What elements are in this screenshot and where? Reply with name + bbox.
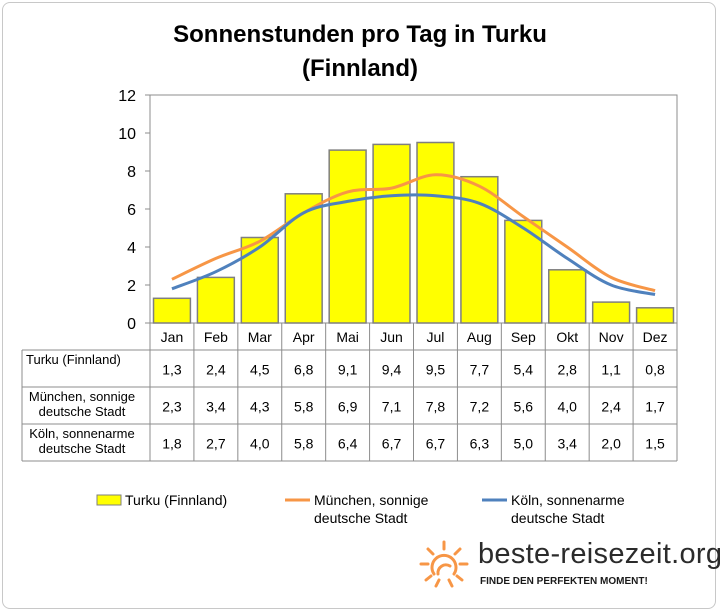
data-label: 7,7 xyxy=(470,362,490,378)
x-tick-label: Sep xyxy=(511,329,536,345)
data-label: 6,7 xyxy=(382,436,402,452)
sun-icon xyxy=(419,540,469,588)
data-label: 3,4 xyxy=(557,436,577,452)
table-row-header: deutsche Stadt xyxy=(39,404,126,419)
x-tick-label: Aug xyxy=(467,329,492,345)
data-label: 4,0 xyxy=(250,436,270,452)
x-tick-label: Jan xyxy=(161,329,184,345)
data-label: 7,8 xyxy=(426,399,446,415)
data-label: 1,3 xyxy=(162,362,182,378)
legend-swatch-turku xyxy=(96,494,122,506)
data-label: 9,1 xyxy=(338,362,358,378)
chart-title: Sonnenstunden pro Tag in Turku (Finnland… xyxy=(0,18,720,86)
data-label: 3,4 xyxy=(206,399,226,415)
data-label: 9,5 xyxy=(426,362,446,378)
x-tick-label: Jun xyxy=(380,329,403,345)
x-tick-label: Nov xyxy=(599,329,624,345)
chart-title-line-1: Sonnenstunden pro Tag in Turku xyxy=(173,21,547,48)
legend-label-koeln: deutsche Stadt xyxy=(511,510,605,526)
data-label: 6,7 xyxy=(426,436,446,452)
data-label: 4,5 xyxy=(250,362,270,378)
line-koeln xyxy=(171,193,656,296)
data-label: 1,1 xyxy=(601,362,621,378)
legend-label-turku: Turku (Finnland) xyxy=(125,492,227,508)
x-tick-label: Okt xyxy=(556,329,578,345)
bar-turku xyxy=(548,269,587,324)
y-tick-label: 8 xyxy=(127,164,136,181)
bar-turku xyxy=(372,143,411,324)
data-label: 5,8 xyxy=(294,399,314,415)
bar-turku xyxy=(240,236,279,324)
bar-turku xyxy=(196,276,236,324)
y-tick-label: 12 xyxy=(118,88,136,105)
bar-turku xyxy=(591,301,631,324)
legend-label-koeln: Köln, sonnenarme xyxy=(511,492,625,508)
data-label: 2,4 xyxy=(601,399,621,415)
site-name: beste-reisezeit.org xyxy=(478,538,720,570)
bar-turku xyxy=(635,307,675,324)
legend-label-muenchen: München, sonnige xyxy=(314,492,429,508)
x-tick-label: Mai xyxy=(336,329,359,345)
bar-turku xyxy=(284,193,323,324)
x-tick-label: Feb xyxy=(204,329,228,345)
x-tick-label: Mar xyxy=(248,329,272,345)
data-label: 2,7 xyxy=(206,436,226,452)
chart-title-line-2: (Finnland) xyxy=(302,55,418,82)
plot-area xyxy=(149,94,678,324)
data-label: 7,1 xyxy=(382,399,402,415)
data-label: 9,4 xyxy=(382,362,402,378)
site-tagline: FINDE DEN PERFEKTEN MOMENT! xyxy=(480,576,648,587)
y-tick-label: 4 xyxy=(127,240,136,257)
data-label: 1,5 xyxy=(645,436,665,452)
bar-turku xyxy=(416,141,455,324)
x-tick-label: Jul xyxy=(427,329,445,345)
y-tick-label: 2 xyxy=(127,278,136,295)
data-label: 0,8 xyxy=(645,362,665,378)
y-tick-label: 6 xyxy=(127,202,136,219)
data-label: 6,8 xyxy=(294,362,314,378)
data-label: 5,0 xyxy=(514,436,534,452)
site-logo[interactable]: beste-reisezeit.org FINDE DEN PERFEKTEN … xyxy=(418,538,720,596)
data-label: 1,7 xyxy=(645,399,665,415)
bar-turku xyxy=(328,149,367,324)
data-label: 4,3 xyxy=(250,399,270,415)
data-label: 4,0 xyxy=(557,399,577,415)
data-label: 2,3 xyxy=(162,399,182,415)
table-row-header: deutsche Stadt xyxy=(39,441,126,456)
data-label: 2,4 xyxy=(206,362,226,378)
data-label: 2,0 xyxy=(601,436,621,452)
data-label: 5,8 xyxy=(294,436,314,452)
data-label: 6,4 xyxy=(338,436,358,452)
y-tick-label: 0 xyxy=(127,316,136,333)
data-label: 1,8 xyxy=(162,436,182,452)
data-label: 5,6 xyxy=(514,399,534,415)
x-tick-label: Dez xyxy=(643,329,668,345)
table-row-header: München, sonnige xyxy=(29,389,135,404)
legend-label-muenchen: deutsche Stadt xyxy=(314,510,408,526)
data-label: 5,4 xyxy=(514,362,534,378)
table-row-header: Köln, sonnenarme xyxy=(29,426,135,441)
bar-turku xyxy=(152,297,192,324)
data-label: 6,3 xyxy=(470,436,490,452)
table-row-header: Turku (Finnland) xyxy=(26,352,121,367)
line-muenchen xyxy=(171,173,656,293)
y-tick-label: 10 xyxy=(118,126,136,143)
data-label: 7,2 xyxy=(470,399,490,415)
data-label: 6,9 xyxy=(338,399,358,415)
data-label: 2,8 xyxy=(557,362,577,378)
x-tick-label: Apr xyxy=(293,329,315,345)
